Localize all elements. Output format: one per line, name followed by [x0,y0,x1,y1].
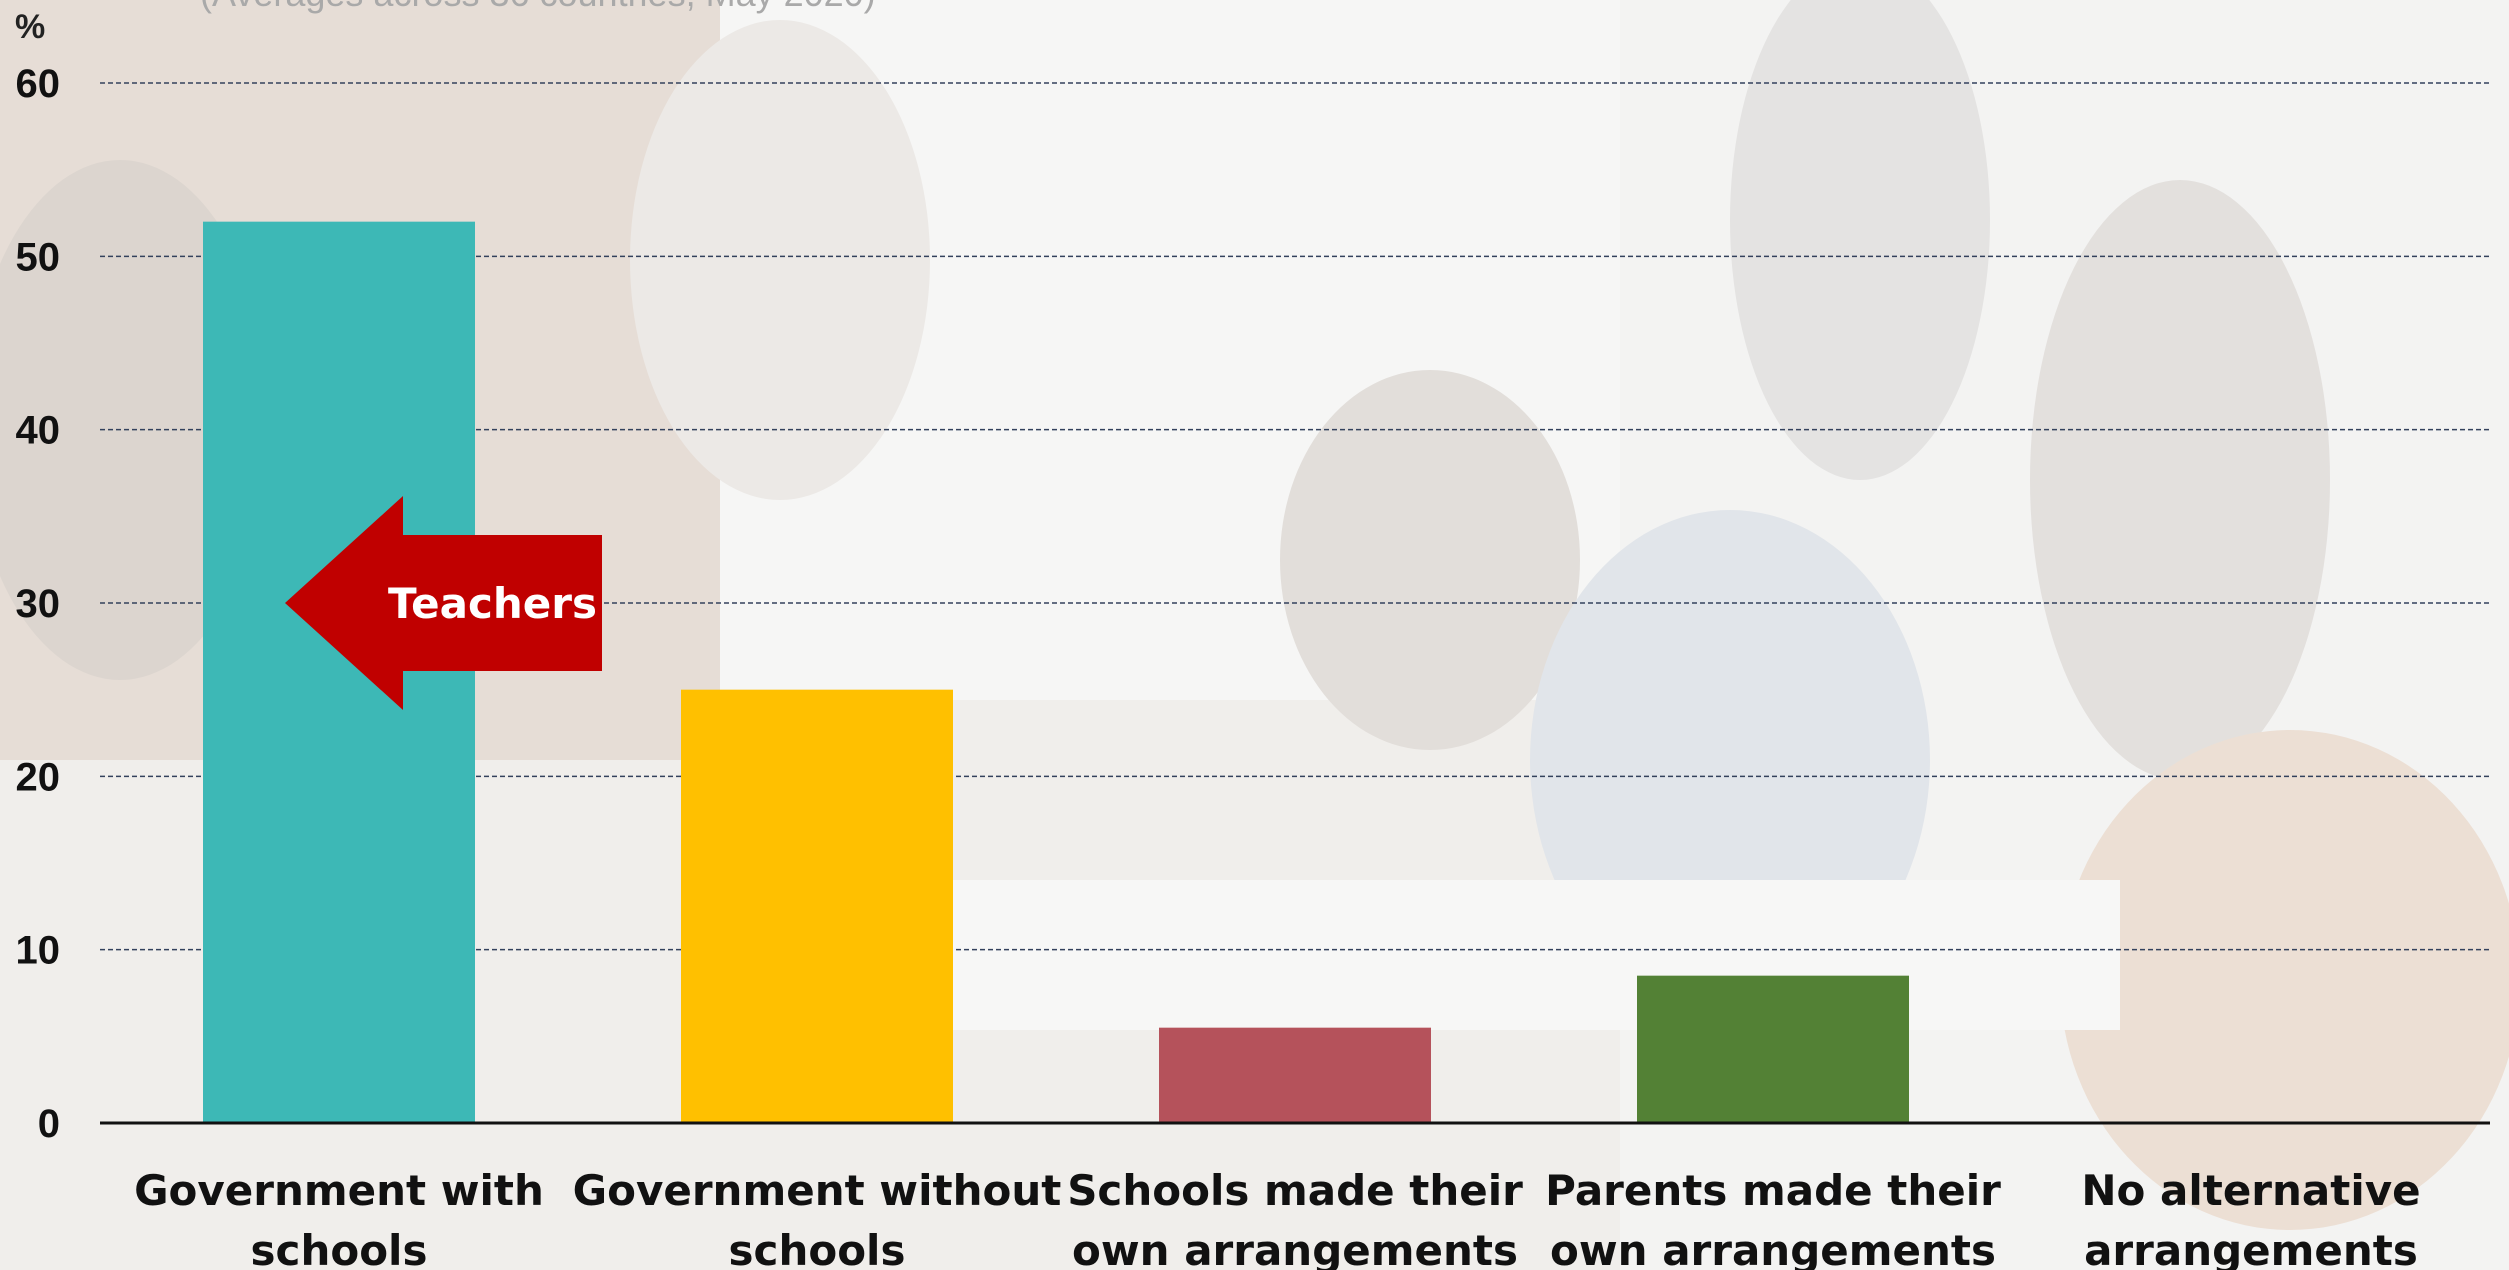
bar [681,689,953,1123]
teachers-callout: Teachers [285,496,602,710]
y-tick-label: 0 [38,1102,60,1146]
bar [1637,975,1909,1123]
y-axis-unit: % [15,8,45,46]
y-tick-label: 10 [16,929,61,973]
y-tick-label: 50 [16,235,61,279]
x-tick-label: No alternative arrangements [2081,1166,2420,1270]
x-axis-labels: Government with schools Government without… [134,1166,2421,1270]
callout-arrow [285,496,602,710]
y-tick-label: 60 [16,62,61,106]
bar [203,221,475,1123]
callout-label: Teachers [388,579,597,628]
x-tick-label: Government with schools [134,1166,544,1270]
x-tick-label: Schools made their own arrangements [1067,1166,1523,1270]
y-axis-ticks: 0 10 20 30 40 50 60 [16,62,61,1146]
y-tick-label: 40 [16,409,61,453]
chart-subtitle: (Averages across 36 countries, May 2020) [200,0,876,14]
gridlines [100,82,2490,951]
x-tick-label: Government without schools [573,1166,1062,1270]
bar [1159,1027,1431,1123]
y-tick-label: 20 [16,755,61,799]
bars [203,221,1909,1123]
y-tick-label: 30 [16,582,61,626]
x-tick-label: Parents made their own arrangements [1545,1166,2001,1270]
